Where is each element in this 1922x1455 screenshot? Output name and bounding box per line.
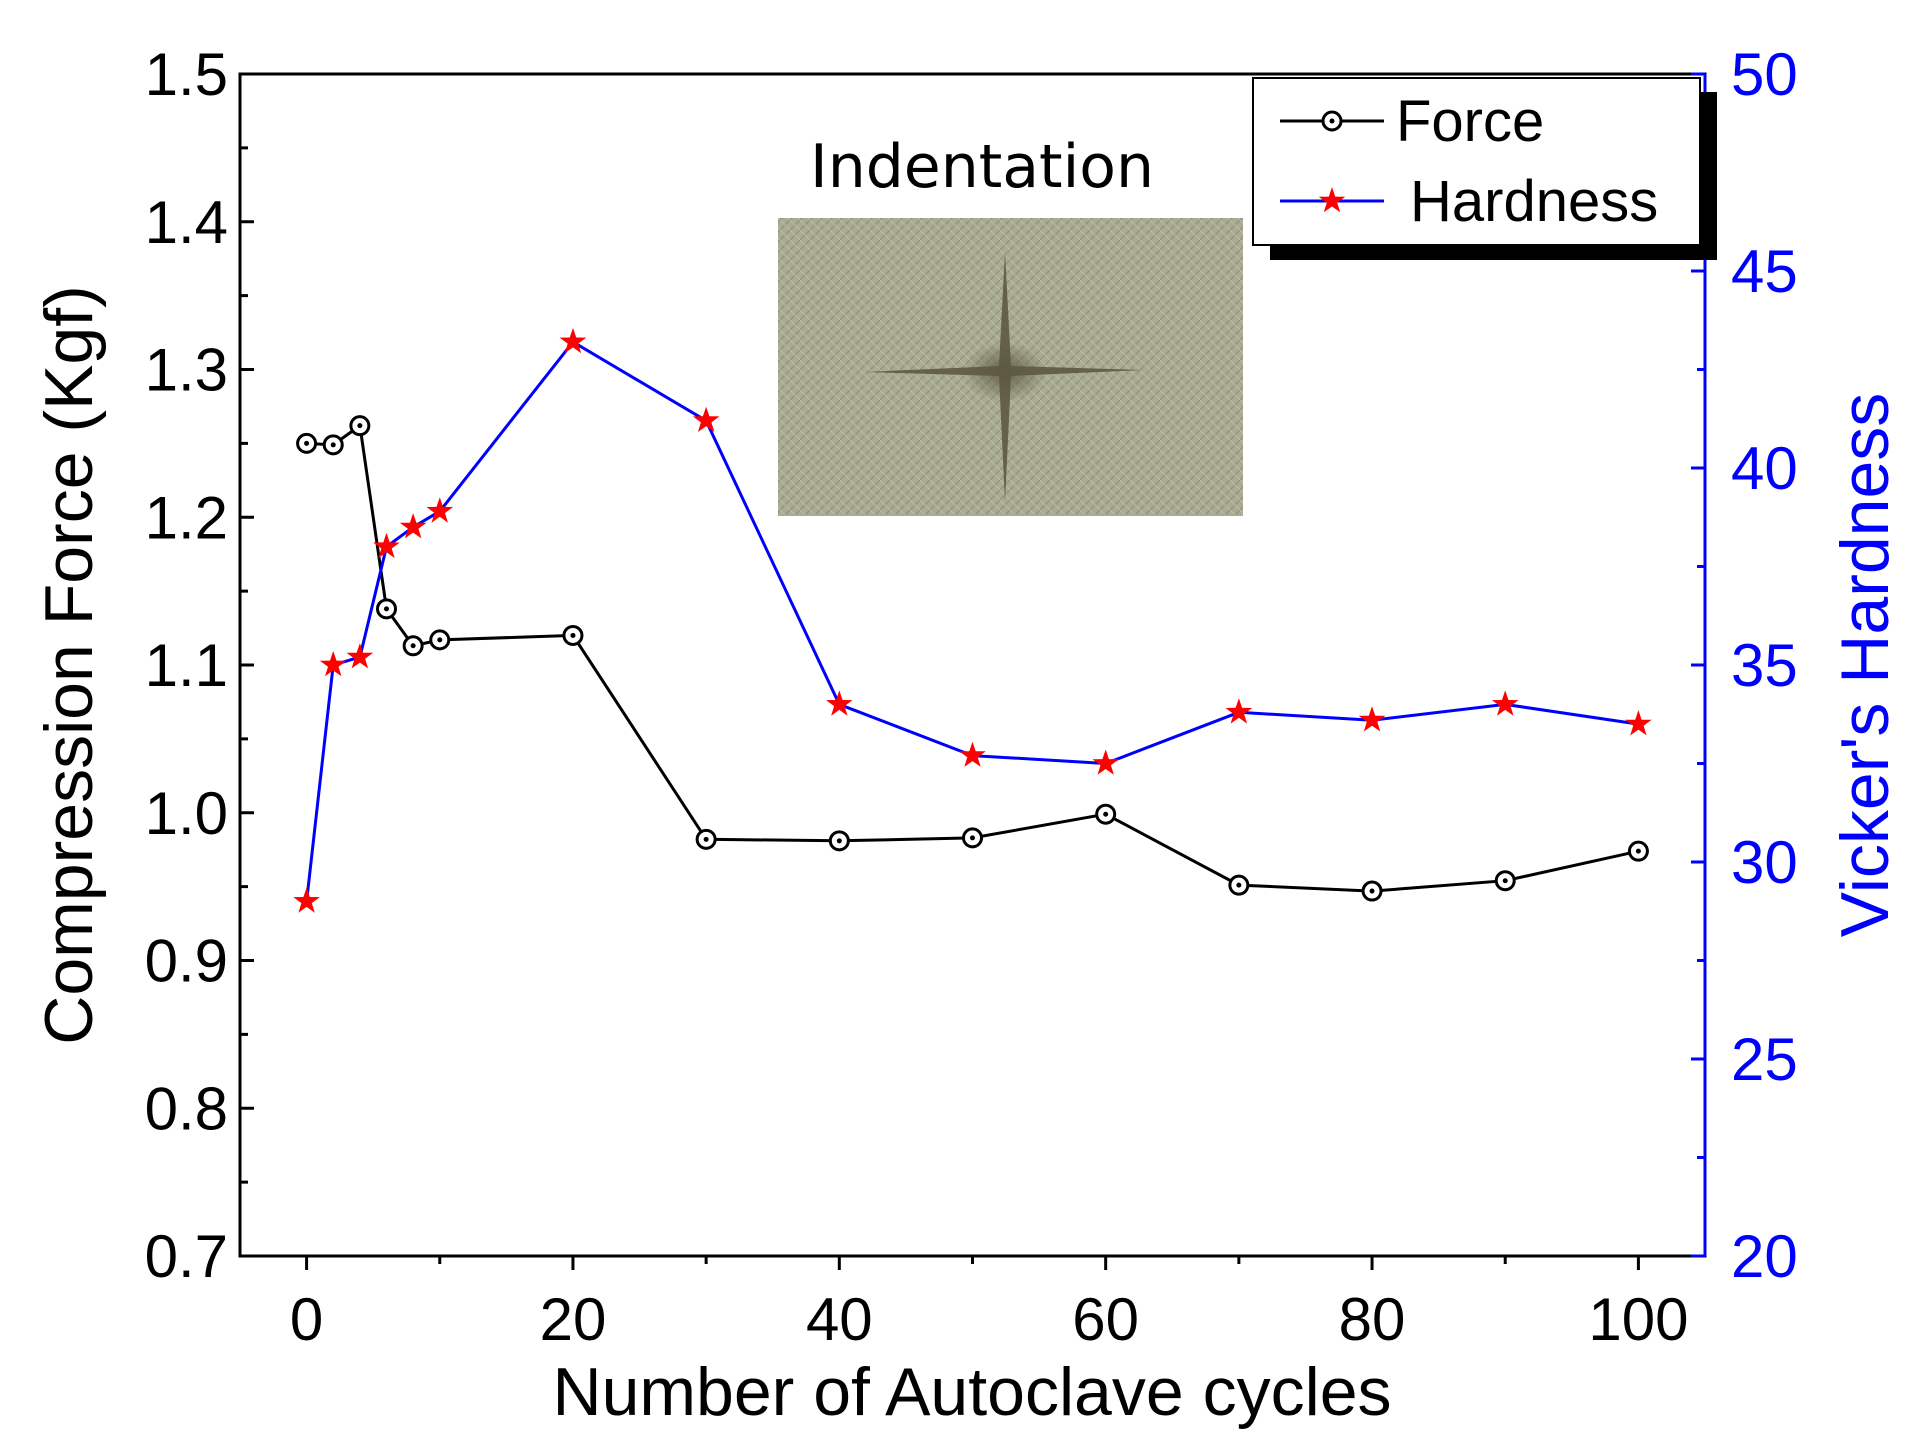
legend-force-marker-dot: [1329, 118, 1335, 124]
legend-hardness-star: [1318, 187, 1346, 213]
force-point-dot: [437, 637, 443, 643]
y-right-tick-label: 40: [1731, 435, 1798, 502]
y-left-tick-label: 1.5: [145, 41, 228, 108]
left-axis-title: Compression Force (Kgf): [31, 285, 107, 1045]
hardness-point: [1358, 706, 1386, 732]
y-right-tick-label: 50: [1731, 41, 1798, 108]
hardness-point: [692, 406, 720, 432]
y-left-tick-label: 1.0: [145, 780, 228, 847]
hardness-point: [293, 887, 320, 913]
force-point-dot: [1635, 848, 1641, 854]
force-point-dot: [570, 632, 576, 638]
x-axis-title: Number of Autoclave cycles: [552, 1354, 1391, 1430]
hardness-point: [319, 651, 347, 677]
hardness-point: [826, 690, 853, 716]
right-axis-title: Vicker's Hardness: [1827, 393, 1903, 938]
y-left-tick-label: 1.2: [145, 484, 228, 551]
legend-force-label: Force: [1396, 89, 1544, 154]
y-left-tick-label: 0.9: [145, 928, 228, 995]
x-tick-label: 0: [290, 1286, 323, 1353]
y-left-tick-label: 0.7: [145, 1223, 228, 1290]
y-left-tick-label: 1.3: [145, 337, 228, 404]
left-axis-ticks: 0.7 0.8 0.9 1.0 1.1 1.2 1.3 1.4 1.5: [145, 41, 254, 1290]
y-right-tick-label: 30: [1731, 829, 1798, 896]
force-point-dot: [384, 606, 389, 612]
force-point-dot: [836, 838, 842, 844]
y-left-tick-label: 1.4: [145, 189, 228, 256]
hardness-series: [293, 327, 1652, 913]
indentation-inset: Indentation: [778, 132, 1243, 516]
hardness-point: [1092, 749, 1119, 775]
hardness-point: [426, 497, 454, 523]
force-point-dot: [970, 835, 975, 841]
legend: Force Hardness: [1252, 77, 1717, 260]
inset-label: Indentation: [810, 132, 1154, 202]
y-left-tick-label: 1.1: [145, 632, 228, 699]
force-point-dot: [410, 643, 416, 649]
legend-hardness-marker: [1318, 187, 1346, 213]
hardness-point: [1491, 690, 1519, 716]
right-axis-ticks: 20 25 30 35 40 45 50: [1691, 41, 1798, 1290]
force-point-dot: [330, 442, 336, 448]
y-right-tick-label: 20: [1731, 1223, 1798, 1290]
force-point-dot: [1502, 878, 1508, 884]
hardness-point: [373, 532, 400, 559]
x-tick-label: 80: [1339, 1286, 1406, 1353]
legend-box: [1252, 77, 1701, 246]
force-point-dot: [357, 423, 363, 429]
y-right-tick-label: 35: [1731, 632, 1798, 699]
force-point-dot: [1103, 811, 1109, 817]
x-axis-ticks: 0 20 40 60 80 100: [290, 1256, 1688, 1353]
force-point-dot: [304, 440, 310, 446]
force-point-dot: [1236, 882, 1242, 888]
x-tick-label: 100: [1588, 1286, 1688, 1353]
force-point-dot: [703, 836, 709, 842]
hardness-point: [959, 741, 986, 767]
x-tick-label: 40: [806, 1286, 873, 1353]
hardness-point: [559, 327, 587, 354]
force-series: [296, 415, 1649, 902]
hardness-point: [346, 643, 374, 669]
force-point-dot: [1369, 888, 1375, 894]
x-tick-label: 60: [1072, 1286, 1139, 1353]
hardness-point: [399, 513, 427, 539]
x-tick-label: 20: [540, 1286, 607, 1353]
y-right-tick-label: 45: [1731, 238, 1798, 305]
hardness-point: [1625, 710, 1652, 736]
legend-hardness-label: Hardness: [1410, 169, 1658, 234]
indentation-mark: [865, 252, 1145, 502]
y-right-tick-label: 25: [1731, 1026, 1798, 1093]
y-left-tick-label: 0.8: [145, 1075, 228, 1142]
hardness-point: [1225, 698, 1253, 724]
